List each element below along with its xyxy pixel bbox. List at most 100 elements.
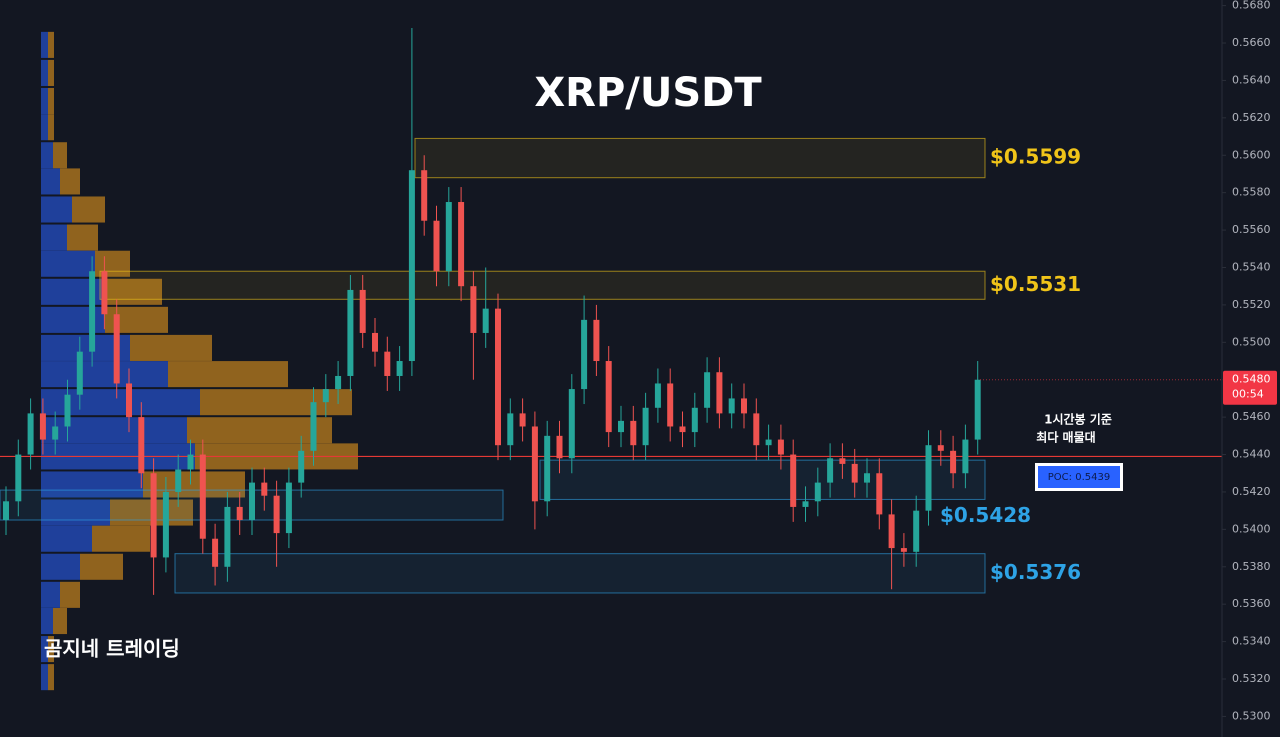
candle-body [249,482,255,521]
candle-body [593,319,600,362]
profile-sell [187,417,332,444]
candle-body [224,506,231,567]
candle-body [839,458,846,464]
zone-label: $0.5599 [990,145,1081,169]
candle-body [876,473,883,515]
profile-buy [41,168,60,195]
zone-label: $0.5376 [990,560,1081,584]
profile-sell [48,636,54,663]
profile-buy [41,525,92,552]
candle-body [667,383,674,427]
profile-sell [95,250,130,277]
candle-body [851,463,858,483]
candle-body [285,482,292,534]
profile-buy [41,59,48,86]
candle-body [777,439,784,455]
y-tick-label: 0.5340 [1232,635,1271,648]
profile-sell [130,334,212,361]
profile-buy [41,607,53,635]
profile-sell [143,471,245,498]
candle-body [15,454,22,502]
profile-sell [168,361,288,388]
candle-body [261,482,268,496]
candle-body [445,202,452,272]
candle-body [556,435,563,459]
profile-sell [60,581,80,608]
profile-buy [41,278,105,305]
profile-buy [41,553,80,580]
candle-body [458,202,465,287]
y-tick-label: 0.5520 [1232,298,1271,311]
candle-body [113,314,120,384]
candle-body [937,445,944,451]
zone-label: $0.5531 [990,272,1081,296]
profile-sell [105,278,162,305]
y-tick-label: 0.5580 [1232,186,1271,199]
profile-buy [41,31,48,58]
candle-body [408,170,415,362]
candle-body [544,435,551,502]
candle-body [3,501,9,521]
zone [414,137,986,179]
y-tick-label: 0.5360 [1232,597,1271,610]
y-tick-label: 0.5560 [1232,223,1271,236]
profile-buy [41,471,143,498]
candle-body [347,289,354,376]
candle-body [236,506,243,521]
candle-body [138,417,145,474]
chart-title: XRP/USDT [534,70,762,116]
candle-body [273,495,280,534]
profile-sell [48,114,54,141]
candle-body [39,413,46,440]
zone-label: $0.5428 [940,503,1031,527]
candle-body [925,445,932,511]
candle-body [101,271,108,315]
profile-buy [41,499,110,526]
candle-body [322,389,329,403]
candle-body [728,398,735,414]
profile-sell [80,553,123,580]
candle-body [199,454,206,539]
candle-body [605,361,612,433]
candle-body [507,413,514,446]
annotation: 최다 매물대 [1036,430,1095,445]
profile-buy [41,306,105,333]
candle-body [126,383,132,418]
y-tick-label: 0.5440 [1232,448,1271,461]
countdown: 00:54 [1232,388,1264,401]
candle-body [150,473,157,558]
profile-buy [41,196,72,223]
zone [99,270,986,300]
zone [539,459,986,500]
candle-body [618,420,624,433]
profile-sell [53,142,67,169]
profile-sell [48,31,54,58]
candle-body [950,450,957,474]
y-tick-label: 0.5460 [1232,410,1271,423]
candle-body [864,473,870,483]
y-tick-label: 0.5420 [1232,485,1271,498]
poc-box-inner [1038,466,1120,488]
candle-body [753,413,760,446]
candle-body [310,402,317,451]
candle-body [716,372,723,414]
candle-body [765,439,772,446]
candle-body [359,289,366,333]
candle-body [64,394,71,427]
candle-body [384,351,391,376]
candle-body [814,482,821,502]
y-tick-label: 0.5320 [1232,672,1271,685]
last-price-label: 0.5480 [1232,373,1271,386]
candle-body [175,469,182,492]
candle-body [187,454,194,470]
y-tick-label: 0.5600 [1232,148,1271,161]
candle-body [495,308,501,446]
profile-buy [41,87,48,115]
profile-buy [41,417,187,444]
profile-sell [200,389,352,416]
candle-body [482,308,489,333]
candle-body [568,389,575,459]
profile-sell [53,607,67,635]
candle-body [298,450,305,483]
